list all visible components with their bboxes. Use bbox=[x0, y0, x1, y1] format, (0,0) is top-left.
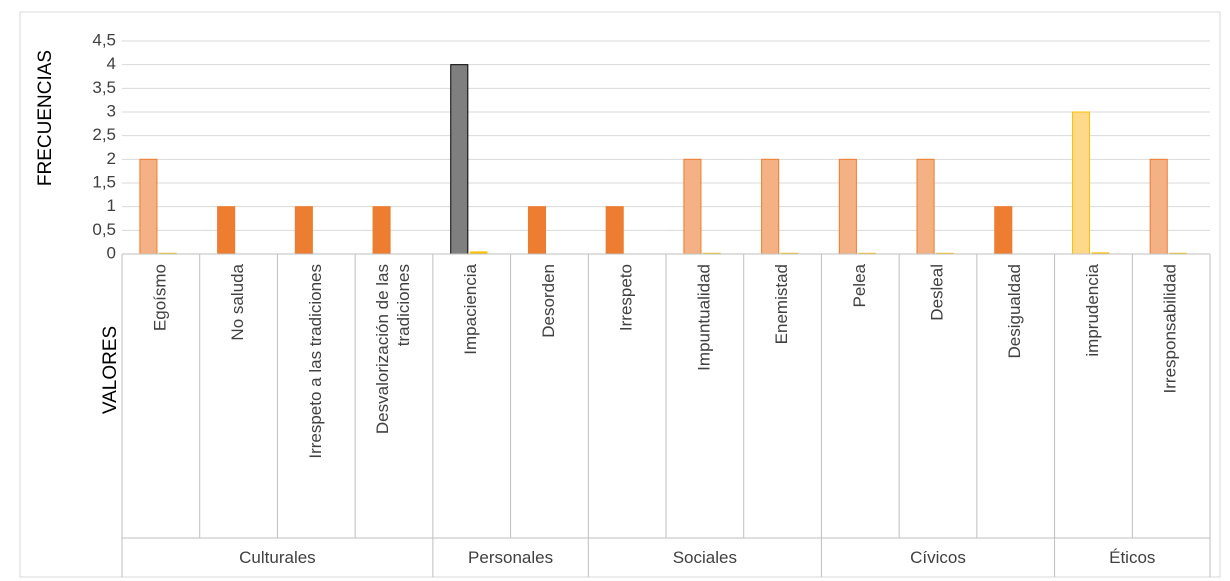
group-labels: Culturales Personales Sociales Cívicos Ético… bbox=[239, 548, 1155, 567]
bar-primary bbox=[683, 158, 702, 255]
bars bbox=[139, 64, 1187, 255]
y-tick-label: 3,5 bbox=[92, 78, 116, 97]
group-label: Éticos bbox=[1109, 548, 1155, 567]
bar-primary bbox=[838, 158, 857, 255]
category-label: Desorden bbox=[539, 264, 558, 338]
y-axis-title: FRECUENCIAS bbox=[35, 50, 56, 186]
bar-primary bbox=[1071, 111, 1091, 255]
category-label: No saluda bbox=[228, 263, 247, 340]
category-label: Impaciencia bbox=[461, 263, 480, 354]
chart-area-border bbox=[19, 11, 1221, 578]
category-labels: Egoísmo No saluda Irrespeto a las tradicio… bbox=[150, 263, 1179, 458]
category-label: tradiciones bbox=[394, 264, 413, 346]
category-label: Egoísmo bbox=[150, 264, 169, 331]
y-tick-label: 2 bbox=[107, 149, 116, 168]
y-tick-label: 1,5 bbox=[92, 172, 116, 191]
category-label: Desigualdad bbox=[1005, 264, 1024, 359]
x-axis-title: VALORES bbox=[100, 326, 121, 414]
category-label: imprudencia bbox=[1083, 263, 1102, 356]
bar-primary bbox=[139, 158, 158, 255]
category-label: Pelea bbox=[850, 263, 869, 307]
group-label: Personales bbox=[468, 548, 553, 567]
y-tick-label: 4 bbox=[107, 54, 116, 73]
group-label: Culturales bbox=[239, 548, 316, 567]
bar-primary bbox=[605, 206, 624, 255]
bar-primary bbox=[372, 206, 391, 255]
y-axis-tick-labels: 0 0,5 1 1,5 2 2,5 3 3,5 4 4,5 bbox=[92, 30, 116, 262]
category-label: Irresponsabilidad bbox=[1161, 264, 1180, 393]
group-label: Sociales bbox=[673, 548, 737, 567]
group-label: Cívicos bbox=[910, 548, 966, 567]
bar-primary bbox=[450, 64, 469, 255]
y-tick-label: 4,5 bbox=[92, 30, 116, 49]
category-label: Irrespeto bbox=[617, 264, 636, 331]
y-tick-label: 0 bbox=[107, 243, 116, 262]
bar-primary bbox=[761, 158, 780, 255]
category-label: Desvalorización de las bbox=[373, 264, 392, 434]
y-tick-label: 3 bbox=[107, 101, 116, 120]
category-label: Irrespeto a las tradiciones bbox=[306, 264, 325, 459]
bar-primary bbox=[217, 206, 236, 255]
category-label: Impuntualidad bbox=[694, 264, 713, 371]
bar-primary bbox=[916, 158, 935, 255]
bar-primary bbox=[994, 206, 1013, 255]
category-label: Desleal bbox=[927, 264, 946, 321]
bar-primary bbox=[1149, 158, 1168, 255]
category-label: Enemistad bbox=[772, 264, 791, 344]
bar-primary bbox=[527, 206, 547, 255]
x-axis bbox=[121, 253, 1211, 577]
y-tick-label: 0,5 bbox=[92, 220, 116, 239]
y-tick-label: 1 bbox=[107, 196, 116, 215]
y-tick-label: 2,5 bbox=[92, 125, 116, 144]
bar-primary bbox=[294, 206, 313, 255]
